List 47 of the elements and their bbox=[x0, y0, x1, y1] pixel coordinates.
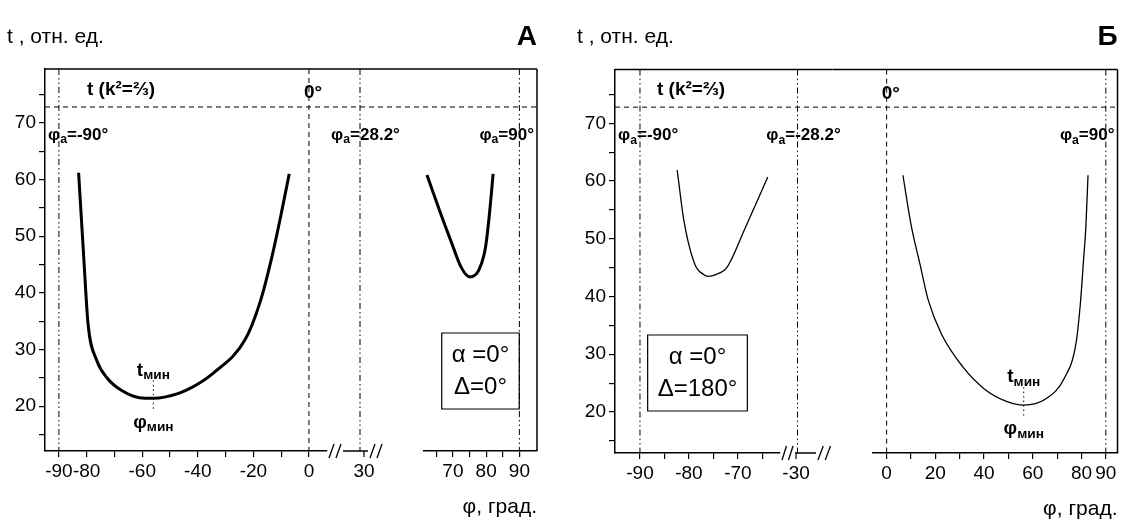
y-tick-label: 40 bbox=[14, 281, 36, 303]
x-tick-label: 90 bbox=[508, 459, 530, 481]
x-tick-label: 60 bbox=[1022, 461, 1044, 483]
y-tick-label: 60 bbox=[584, 169, 606, 191]
x-tick-label: 70 bbox=[442, 459, 464, 481]
y-tick-label: 20 bbox=[584, 400, 606, 422]
x-tick-label: 80 bbox=[475, 459, 497, 481]
annotation: α =0° bbox=[451, 339, 510, 367]
y-tick-label: 60 bbox=[14, 167, 36, 189]
x-tick-label: 90 bbox=[1095, 461, 1117, 483]
x-tick-label: 0 bbox=[881, 461, 892, 483]
x-tick-label: -40 bbox=[184, 459, 212, 481]
y-tick-label: 30 bbox=[14, 337, 36, 359]
y-axis-title: t , отн. ед. bbox=[577, 24, 674, 48]
x-tick-label: -90 bbox=[626, 461, 654, 483]
ref-line-label: t (k²=⅔) bbox=[657, 78, 726, 100]
x-axis-title: φ, град. bbox=[1043, 495, 1118, 519]
y-tick-label: 50 bbox=[14, 224, 36, 246]
y-tick-label: 70 bbox=[584, 111, 606, 133]
y-tick-label: 20 bbox=[14, 394, 36, 416]
text: -30 bbox=[782, 461, 810, 483]
x-tick-label: 80 bbox=[1070, 461, 1093, 483]
line-series bbox=[676, 169, 769, 277]
x-tick-label: -20 bbox=[239, 459, 268, 481]
x-tick-label: -60 bbox=[128, 459, 156, 481]
ref-line-label: 0° bbox=[303, 81, 323, 103]
annotation: Δ=180° bbox=[657, 373, 738, 401]
x-tick-label: -80 bbox=[72, 459, 101, 481]
x-tick-label: 0 bbox=[303, 459, 315, 481]
x-tick-label: -90 bbox=[45, 459, 73, 481]
y-axis-title: t , отн. ед. bbox=[7, 23, 104, 47]
y-tick-label: 70 bbox=[14, 111, 36, 133]
chart-title: А bbox=[516, 19, 538, 51]
annotation: Δ=0° bbox=[454, 371, 507, 399]
x-tick-label: 20 bbox=[924, 461, 946, 483]
ref-line-label: t (k²=⅔) bbox=[87, 78, 156, 100]
text: 30 bbox=[353, 459, 375, 481]
y-tick-label: 40 bbox=[584, 284, 606, 306]
y-tick-label: 30 bbox=[584, 342, 606, 364]
x-axis-title: φ, град. bbox=[462, 493, 538, 517]
ref-line-label: 0° bbox=[881, 81, 900, 103]
x-tick-label: -80 bbox=[675, 461, 703, 483]
y-tick-label: 50 bbox=[584, 227, 606, 249]
x-tick-label: 40 bbox=[973, 461, 995, 483]
chart-title: Б bbox=[1097, 20, 1118, 52]
annotation: α =0° bbox=[668, 341, 727, 369]
x-tick-label: -70 bbox=[724, 461, 752, 483]
